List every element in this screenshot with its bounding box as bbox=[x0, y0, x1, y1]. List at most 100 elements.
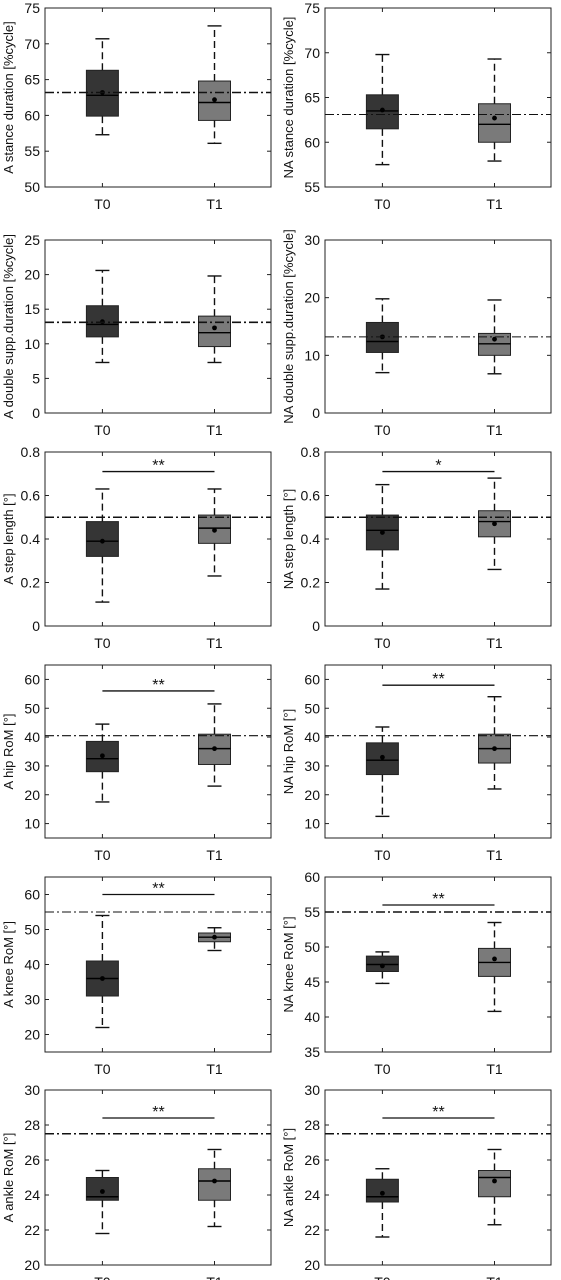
axes-frame bbox=[44, 664, 272, 839]
panel-na-stance: 55 60 65 70 75 T0 T1 NA stance duration [%cycle… bbox=[281, 0, 552, 212]
y-tick-label: 50 bbox=[24, 179, 40, 195]
x-tick-label: T1 bbox=[486, 196, 503, 212]
box-t1 bbox=[478, 58, 511, 162]
box-t0 bbox=[85, 269, 119, 364]
box-t1 bbox=[198, 275, 231, 364]
significance-label: * bbox=[435, 458, 441, 475]
panel-na-ankle: 20 22 24 26 28 30 T0 T1 NA ankle RoM [°] ** bbox=[281, 1082, 552, 1280]
y-axis-label: NA ankle RoM [°] bbox=[281, 1128, 296, 1227]
y-tick-label: 65 bbox=[304, 90, 320, 106]
x-tick-label: T1 bbox=[206, 635, 223, 651]
panel-a-ankle: 20 22 24 26 28 30 T0 T1 A ankle RoM [°] ** bbox=[1, 1082, 272, 1280]
box-t1 bbox=[198, 703, 231, 787]
x-tick-label: T1 bbox=[206, 847, 223, 863]
y-tick-label: 20 bbox=[24, 787, 40, 803]
mean-dot bbox=[212, 746, 217, 752]
y-tick-label: 0 bbox=[32, 405, 40, 421]
y-tick-label: 30 bbox=[24, 758, 40, 774]
x-tick-label: T0 bbox=[374, 1061, 391, 1077]
significance-label: ** bbox=[152, 881, 164, 898]
y-tick-label: 40 bbox=[304, 1009, 320, 1025]
box-t0 bbox=[365, 1168, 399, 1238]
axes-frame bbox=[324, 1089, 552, 1266]
y-tick-label: 0.2 bbox=[301, 575, 321, 591]
y-tick-label: 0.8 bbox=[301, 444, 321, 460]
y-tick-label: 55 bbox=[304, 179, 320, 195]
x-tick-label: T0 bbox=[374, 422, 391, 438]
box-iqr bbox=[85, 1177, 119, 1201]
y-axis-label: A hip RoM [°] bbox=[1, 713, 16, 789]
box-t1 bbox=[198, 25, 231, 145]
mean-dot bbox=[212, 97, 217, 103]
box-t1 bbox=[198, 488, 231, 577]
mean-dot bbox=[212, 325, 217, 331]
y-axis-label: A stance duration [%cycle] bbox=[1, 21, 16, 173]
axes-frame bbox=[324, 7, 552, 188]
mean-dot bbox=[380, 1190, 385, 1196]
mean-dot bbox=[492, 115, 497, 121]
significance-label: ** bbox=[432, 671, 444, 688]
mean-dot bbox=[492, 521, 497, 527]
y-tick-label: 24 bbox=[24, 1187, 40, 1203]
y-tick-label: 75 bbox=[24, 0, 40, 16]
box-t0 bbox=[365, 298, 399, 374]
y-tick-label: 60 bbox=[24, 107, 40, 123]
y-tick-label: 70 bbox=[304, 45, 320, 61]
y-tick-label: 65 bbox=[24, 72, 40, 88]
panel-a-knee: 20 30 40 50 60 T0 T1 A knee RoM [°] ** bbox=[1, 876, 272, 1077]
x-tick-label: T0 bbox=[374, 1274, 391, 1280]
y-tick-label: 60 bbox=[304, 671, 320, 687]
box-t1 bbox=[198, 927, 231, 952]
box-t1 bbox=[198, 1148, 231, 1228]
y-tick-label: 30 bbox=[24, 1082, 40, 1098]
y-tick-label: 40 bbox=[24, 957, 40, 973]
box-t0 bbox=[85, 38, 119, 136]
y-tick-label: 20 bbox=[24, 1257, 40, 1273]
significance-label: ** bbox=[152, 1104, 164, 1121]
panel-na-hip: 10 20 30 40 50 60 T0 T1 NA hip RoM [°] ** bbox=[281, 664, 552, 863]
y-tick-label: 22 bbox=[24, 1222, 40, 1238]
y-tick-label: 50 bbox=[24, 922, 40, 938]
axes-frame bbox=[44, 7, 272, 188]
axes-frame bbox=[44, 876, 272, 1053]
y-tick-label: 40 bbox=[24, 729, 40, 745]
mean-dot bbox=[492, 956, 497, 962]
x-tick-label: T0 bbox=[94, 422, 111, 438]
box-iqr bbox=[198, 1168, 231, 1201]
box-t1 bbox=[478, 696, 511, 790]
y-tick-label: 60 bbox=[24, 887, 40, 903]
y-axis-label: A ankle RoM [°] bbox=[1, 1133, 16, 1223]
x-tick-label: T1 bbox=[486, 1274, 503, 1280]
y-tick-label: 10 bbox=[24, 336, 40, 352]
y-tick-label: 20 bbox=[304, 1257, 320, 1273]
mean-dot bbox=[492, 746, 497, 752]
box-iqr bbox=[198, 514, 231, 544]
y-tick-label: 26 bbox=[304, 1152, 320, 1168]
box-iqr bbox=[478, 1170, 511, 1198]
mean-dot bbox=[380, 963, 385, 969]
y-tick-label: 0.4 bbox=[301, 531, 321, 547]
y-tick-label: 0.4 bbox=[21, 531, 41, 547]
y-tick-label: 35 bbox=[304, 1044, 320, 1060]
y-tick-label: 20 bbox=[304, 290, 320, 306]
y-axis-label: A double supp.duration [%cycle] bbox=[1, 234, 16, 419]
y-tick-label: 30 bbox=[304, 232, 320, 248]
y-tick-label: 20 bbox=[24, 267, 40, 283]
y-tick-label: 15 bbox=[24, 301, 40, 317]
y-tick-label: 0.6 bbox=[21, 488, 41, 504]
box-t1 bbox=[478, 1148, 511, 1226]
x-tick-label: T0 bbox=[374, 847, 391, 863]
y-tick-label: 0.2 bbox=[21, 575, 41, 591]
axes-frame bbox=[44, 239, 272, 414]
y-axis-label: NA hip RoM [°] bbox=[281, 709, 296, 794]
y-tick-label: 28 bbox=[24, 1117, 40, 1133]
x-tick-label: T1 bbox=[486, 422, 503, 438]
box-t1 bbox=[478, 477, 511, 571]
y-tick-label: 10 bbox=[24, 816, 40, 832]
panel-a-hip: 10 20 30 40 50 60 T0 T1 A hip RoM [°] ** bbox=[1, 664, 272, 863]
panel-a-dsupp: 0 5 10 15 20 25 T0 T1 A double supp.duration [%c… bbox=[1, 232, 272, 438]
mean-dot bbox=[100, 753, 105, 759]
axes-frame bbox=[44, 451, 272, 627]
y-tick-label: 0 bbox=[312, 618, 320, 634]
